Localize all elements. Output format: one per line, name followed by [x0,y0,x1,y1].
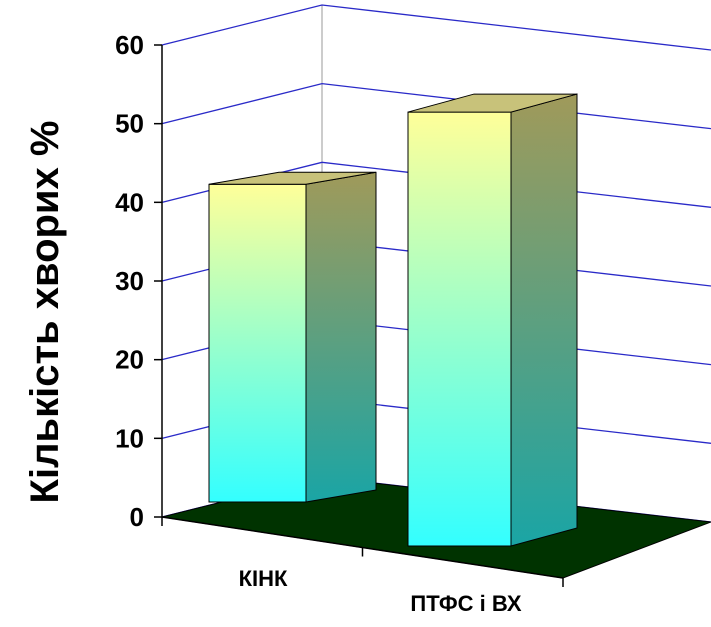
bar-side [510,93,578,547]
y-tick-label: 30 [115,266,144,296]
y-axis: 0 10 20 30 40 50 60 [115,30,163,532]
y-tick-label: 40 [115,187,144,217]
x-axis: КІНК ПТФС і ВХ [161,516,564,616]
y-tick-label: 0 [130,502,144,532]
bar-side [305,171,377,503]
gridline [161,4,711,51]
y-tick-label: 50 [115,109,144,139]
bars [208,93,578,547]
y-tick-label: 10 [115,423,144,453]
y-tick-label: 20 [115,345,144,375]
x-category-label: ПТФС і ВХ [410,591,521,616]
bar-top [407,93,578,113]
gridline [161,83,711,130]
bar [407,93,578,547]
bar [208,171,377,503]
bar-front [208,183,307,503]
x-category-label: КІНК [239,566,288,591]
y-tick-label: 60 [115,30,144,60]
y-axis-title: Кількість хворих % [23,121,67,504]
bar-top [208,171,377,185]
bar-front [407,111,512,547]
